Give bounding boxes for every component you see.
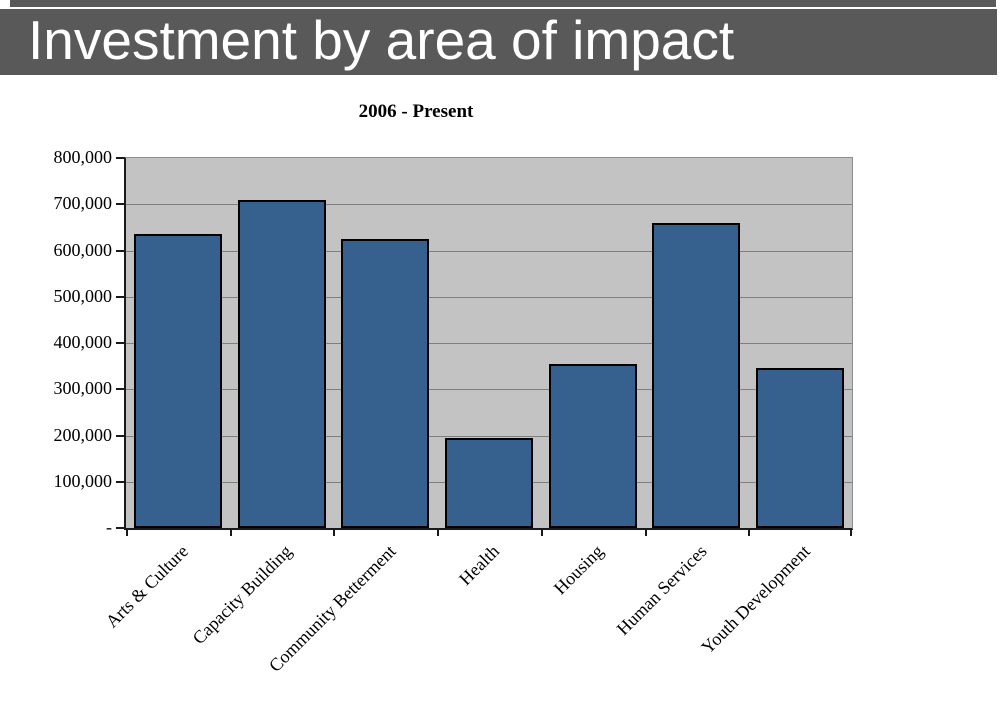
gridline bbox=[126, 435, 852, 437]
y-tick-label: 400,000 bbox=[53, 332, 113, 352]
x-axis-tick bbox=[644, 528, 647, 536]
x-category-label: Capacity Building bbox=[188, 541, 296, 649]
y-axis-tick bbox=[116, 480, 125, 483]
chart-title: 2006 - Present bbox=[358, 101, 474, 122]
y-axis-tick bbox=[116, 527, 125, 529]
gridline bbox=[126, 389, 852, 391]
x-axis-tick bbox=[540, 528, 543, 536]
x-category-label: Arts & Culture bbox=[101, 541, 193, 632]
gridline bbox=[126, 204, 852, 206]
y-tick-label: 100,000 bbox=[53, 470, 113, 491]
x-axis-labels: Arts & Culture Capacity Building Community… bbox=[101, 529, 852, 711]
gridline bbox=[126, 296, 852, 298]
y-axis-tick bbox=[116, 342, 125, 344]
y-axis-tick bbox=[116, 249, 125, 252]
slide-title-bar: Investment by area of impact bbox=[0, 9, 997, 75]
y-tick-label: 200,000 bbox=[53, 424, 113, 445]
x-category-label: Human Services bbox=[612, 541, 711, 639]
x-category-label: Health bbox=[455, 541, 504, 590]
investment-bar-chart: 2006 - Present 800,000 700,000 600,000 500,… bbox=[0, 95, 1000, 711]
x-axis-tick bbox=[333, 528, 336, 536]
x-category-label: Housing bbox=[549, 541, 607, 599]
y-axis-tick bbox=[116, 434, 125, 437]
x-axis-tick bbox=[437, 528, 440, 536]
y-tick-label: 500,000 bbox=[53, 285, 113, 306]
bar-human-services bbox=[652, 223, 741, 528]
y-axis-tick bbox=[116, 295, 125, 298]
y-tick-label: 600,000 bbox=[53, 239, 113, 260]
top-accent-strip bbox=[10, 0, 996, 7]
bar-housing bbox=[548, 364, 637, 528]
bar-arts-culture bbox=[133, 234, 222, 528]
gridline bbox=[126, 250, 852, 252]
y-tick-label: 700,000 bbox=[53, 193, 113, 214]
y-axis-tick bbox=[116, 203, 125, 206]
bar-community-betterment bbox=[341, 239, 430, 528]
x-category-label: Youth Development bbox=[697, 541, 815, 658]
y-axis-tick bbox=[116, 388, 125, 391]
x-axis-tick bbox=[126, 528, 128, 536]
plot-area bbox=[116, 157, 853, 536]
gridline bbox=[126, 343, 852, 344]
y-axis-tick bbox=[116, 157, 125, 159]
y-tick-label: - bbox=[106, 517, 112, 537]
x-axis-tick bbox=[850, 528, 852, 536]
y-tick-label: 800,000 bbox=[53, 147, 113, 167]
bar-capacity-building bbox=[237, 200, 326, 528]
slide-title: Investment by area of impact bbox=[28, 8, 735, 71]
x-axis-tick bbox=[229, 528, 232, 536]
x-axis-tick bbox=[748, 528, 751, 536]
bar-youth-development bbox=[756, 368, 845, 528]
bar-health bbox=[445, 438, 533, 528]
y-tick-label: 300,000 bbox=[53, 378, 113, 399]
